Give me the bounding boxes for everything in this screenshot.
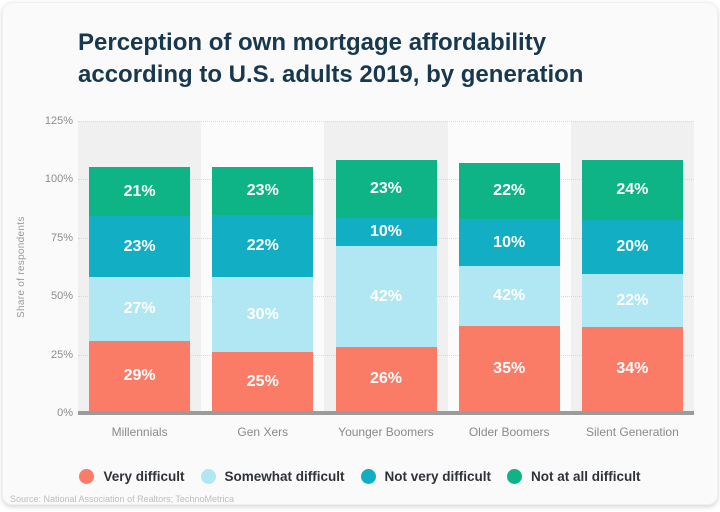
value-label-millennials-not-very-difficult: 23% [123,238,156,255]
segment-gen-xers-not-at-all-difficult [212,167,314,215]
legend-swatch-very-difficult [79,469,95,484]
gridline-125% [78,121,694,122]
legend-label-very-difficult: Very difficult [103,469,185,484]
segment-older-boomers-not-very-difficult [458,219,560,266]
value-label-younger-boomers-somewhat-difficult: 42% [369,288,403,305]
y-tick-75%: 75% [50,232,73,244]
chart-card: Perception of own mortgage affordability… [2,2,718,505]
segment-older-boomers-very-difficult [458,326,560,411]
plot-area: 0% 25% 50% 75% 100% 125% 29% 27% 23% 21% 25% 30% 22%… [3,3,720,512]
legend-swatch-not-at-all-difficult [507,469,523,484]
legend-item-somewhat-difficult: Somewhat difficult [200,469,345,484]
value-label-millennials-very-difficult: 29% [123,367,156,384]
segment-silent-generation-very-difficult [581,327,683,411]
segment-silent-generation-not-very-difficult [581,220,683,274]
y-tick-125%: 125% [44,115,73,127]
y-tick-50%: 50% [50,290,73,302]
chart-title: Perception of own mortgage affordability… [78,27,678,91]
x-axis-baseline [78,411,694,415]
value-label-younger-boomers-very-difficult: 26% [369,370,403,387]
segment-millennials-not-very-difficult [89,216,191,277]
segment-younger-boomers-not-very-difficult [335,218,437,246]
value-label-gen-xers-somewhat-difficult: 30% [246,306,279,323]
value-label-silent-generation-not-at-all-difficult: 24% [616,181,649,198]
legend-swatch-not-very-difficult [360,469,376,484]
value-label-millennials-not-at-all-difficult: 21% [123,183,156,200]
segment-silent-generation-not-at-all-difficult [581,160,683,220]
legend: Very difficult Somewhat difficult Not very… [3,469,717,484]
value-label-silent-generation-not-very-difficult: 20% [616,238,649,255]
y-tick-25%: 25% [50,349,73,361]
legend-label-somewhat-difficult: Somewhat difficult [224,469,345,484]
x-label-gen-xers: Gen Xers [237,425,289,439]
segment-millennials-somewhat-difficult [89,277,191,341]
x-label-silent-generation: Silent Generation [586,425,679,439]
value-label-older-boomers-somewhat-difficult: 42% [493,287,526,304]
value-label-younger-boomers-not-at-all-difficult: 23% [369,180,403,197]
value-label-gen-xers-not-very-difficult: 22% [246,237,279,254]
segment-millennials-very-difficult [89,341,191,411]
segment-millennials-not-at-all-difficult [89,167,191,216]
x-label-younger-boomers: Younger Boomers [338,425,434,439]
value-label-older-boomers-not-at-all-difficult: 22% [493,182,526,199]
segment-gen-xers-very-difficult [212,352,314,411]
x-label-older-boomers: Older Boomers [468,425,550,439]
value-label-gen-xers-very-difficult: 25% [246,373,279,390]
chart-title-line1: Perception of own mortgage affordability [78,29,547,56]
value-label-younger-boomers-not-very-difficult: 10% [369,223,403,240]
x-label-millennials: Millennials [111,425,168,439]
legend-item-not-very-difficult: Not very difficult [360,469,492,484]
segment-gen-xers-not-very-difficult [212,215,314,277]
segment-gen-xers-somewhat-difficult [212,277,314,352]
chart-title-line2: according to U.S. adults 2019, by genera… [78,61,584,88]
legend-label-not-very-difficult: Not very difficult [384,469,492,484]
value-label-older-boomers-very-difficult: 35% [493,360,526,377]
legend-item-very-difficult: Very difficult [79,469,185,484]
segment-younger-boomers-not-at-all-difficult [335,160,437,218]
value-label-millennials-somewhat-difficult: 27% [123,300,156,317]
y-tick-0%: 0% [57,407,73,419]
segment-younger-boomers-very-difficult [335,347,437,411]
y-tick-100%: 100% [44,173,73,185]
value-label-gen-xers-not-at-all-difficult: 23% [246,182,279,199]
legend-label-not-at-all-difficult: Not at all difficult [531,469,641,484]
segment-younger-boomers-somewhat-difficult [335,246,437,347]
value-label-older-boomers-not-very-difficult: 10% [493,234,526,251]
segment-older-boomers-somewhat-difficult [458,266,560,326]
segment-older-boomers-not-at-all-difficult [458,163,560,219]
source-note: Source: National Association of Realtors… [10,494,234,504]
segment-silent-generation-somewhat-difficult [581,274,683,327]
value-label-silent-generation-very-difficult: 34% [616,360,649,377]
value-label-silent-generation-somewhat-difficult: 22% [616,292,649,309]
legend-swatch-somewhat-difficult [200,469,216,484]
legend-item-not-at-all-difficult: Not at all difficult [507,469,641,484]
